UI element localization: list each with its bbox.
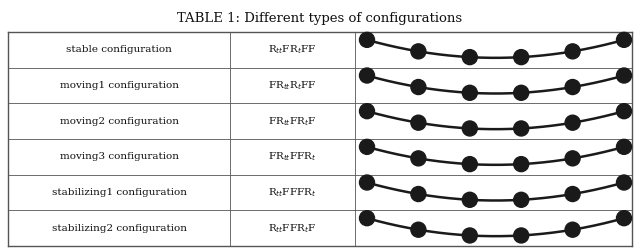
Text: moving1 configuration: moving1 configuration [60,81,179,90]
Circle shape [360,104,374,119]
Text: TABLE 1: Different types of configurations: TABLE 1: Different types of configuratio… [177,12,463,25]
Text: R$_{tt}$FR$_t$FF: R$_{tt}$FR$_t$FF [268,44,317,56]
Circle shape [616,32,632,47]
Circle shape [616,139,632,154]
Text: stable configuration: stable configuration [66,45,172,54]
Circle shape [565,222,580,237]
Text: moving3 configuration: moving3 configuration [60,152,179,161]
Circle shape [411,44,426,59]
Text: stabilizing2 configuration: stabilizing2 configuration [51,224,186,233]
Circle shape [411,151,426,166]
Circle shape [565,115,580,130]
Circle shape [462,85,477,100]
Circle shape [462,157,477,172]
Circle shape [360,68,374,83]
Circle shape [514,192,529,207]
Circle shape [565,44,580,59]
Circle shape [462,228,477,243]
Circle shape [616,211,632,226]
Text: FR$_{tt}$FR$_t$F: FR$_{tt}$FR$_t$F [268,115,317,128]
Circle shape [360,32,374,47]
Circle shape [462,50,477,65]
Circle shape [360,175,374,190]
Text: moving2 configuration: moving2 configuration [60,117,179,126]
Circle shape [462,121,477,136]
Text: FR$_{tt}$FFR$_t$: FR$_{tt}$FFR$_t$ [268,150,317,163]
Circle shape [514,50,529,65]
Circle shape [565,151,580,166]
Circle shape [616,175,632,190]
Circle shape [411,115,426,130]
Text: stabilizing1 configuration: stabilizing1 configuration [51,188,186,197]
Text: FR$_{tt}$R$_t$FF: FR$_{tt}$R$_t$FF [268,79,317,92]
Circle shape [411,222,426,237]
Text: R$_{tt}$FFR$_t$F: R$_{tt}$FFR$_t$F [268,222,317,234]
Text: R$_{tt}$FFFR$_t$: R$_{tt}$FFFR$_t$ [268,186,317,199]
Circle shape [514,228,529,243]
Circle shape [360,139,374,154]
Circle shape [360,211,374,226]
Circle shape [565,186,580,202]
Circle shape [411,186,426,202]
Circle shape [411,80,426,94]
Circle shape [462,192,477,207]
Circle shape [514,121,529,136]
Circle shape [616,104,632,119]
Circle shape [616,68,632,83]
Circle shape [514,157,529,172]
Circle shape [565,80,580,94]
Circle shape [514,85,529,100]
